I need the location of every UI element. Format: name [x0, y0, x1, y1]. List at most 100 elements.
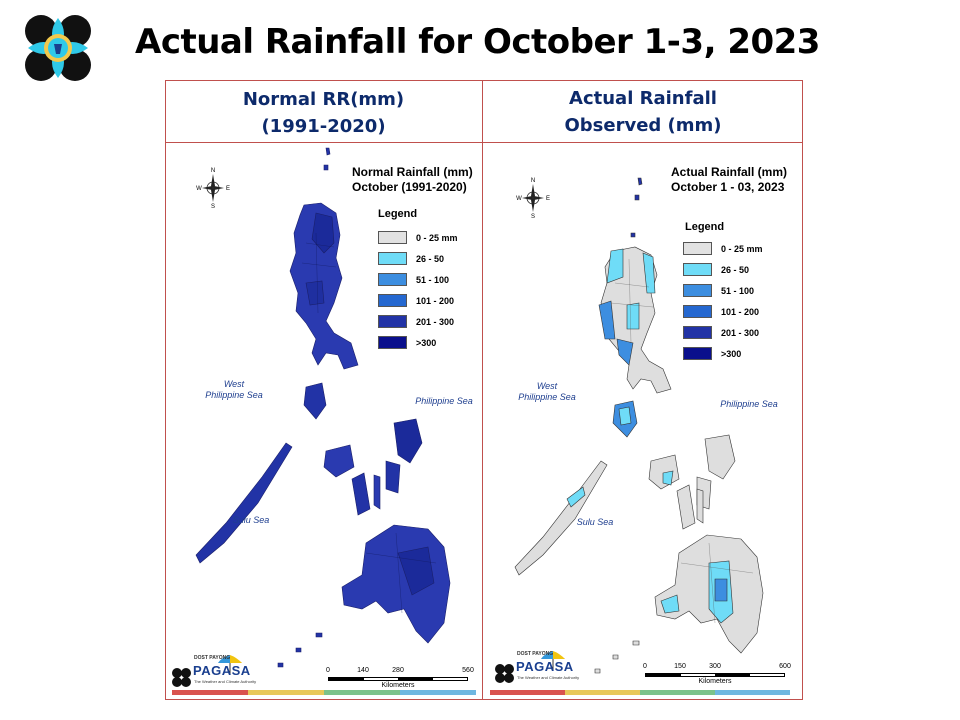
header-actual-line-1: Actual Rainfall [569, 88, 717, 109]
map-title-line-1: Normal Rainfall (mm) [352, 165, 473, 179]
legend-swatch [683, 305, 712, 318]
map-panel-actual: N W E S Actual Rainfall (mm) October 1 -… [483, 143, 802, 699]
stripe-segment [172, 690, 248, 695]
legend-label: 101 - 200 [721, 306, 760, 317]
stripe-segment [565, 690, 640, 695]
compass-s: S [211, 204, 215, 209]
philippines-map-actual [514, 177, 764, 674]
footer-tagline: The Weather and Climate Authority [194, 679, 257, 684]
legend-label: 201 - 300 [721, 327, 760, 338]
header-normal-rainfall: Normal RR(mm) (1991-2020) [165, 86, 482, 140]
legend-item: 26 - 50 [683, 262, 749, 277]
legend-swatch [378, 273, 407, 286]
legend-label: 201 - 300 [416, 316, 455, 327]
maps-frame [165, 80, 803, 700]
stripe-segment [490, 690, 565, 695]
sea-label-west: West Philippine Sea [194, 379, 274, 401]
legend-label: 0 - 25 mm [721, 243, 763, 254]
legend-swatch [378, 252, 407, 265]
legend-item: 26 - 50 [378, 251, 444, 266]
compass-e: E [546, 196, 550, 202]
pagasa-footer-logo-icon [495, 651, 565, 683]
sea-label-sulu: Sulu Sea [576, 517, 614, 527]
legend-label: >300 [416, 337, 437, 348]
scale-tick: 0 [326, 667, 330, 674]
scale-tick: 140 [357, 667, 369, 674]
header-normal-line-1: Normal RR(mm) [242, 89, 405, 110]
scale-unit: Kilometers [698, 678, 732, 685]
legend-title: Legend [378, 208, 418, 220]
map-title-line-2: October 1 - 03, 2023 [671, 180, 785, 194]
legend-swatch [378, 336, 407, 349]
legend-item: 201 - 300 [378, 314, 454, 329]
color-stripe-right [490, 690, 790, 695]
sea-label-west-line-2: Philippine Sea [518, 392, 576, 402]
frame-divider-vertical [482, 80, 483, 700]
legend-item: 51 - 100 [683, 283, 754, 298]
scale-bar: 0 140 280 560 Kilometers [326, 667, 478, 693]
compass-s: S [531, 214, 535, 219]
legend-item: 101 - 200 [683, 304, 759, 319]
sea-label-east: Philippine Sea [415, 396, 473, 406]
map-title-line-1: Actual Rainfall (mm) [671, 165, 788, 179]
legend-label: 26 - 50 [721, 264, 750, 275]
scale-tick: 150 [674, 663, 686, 670]
map-panel-normal: N W E S Normal Rainfall (mm) October (19… [166, 143, 482, 699]
sea-label-sulu: Sulu Sea [232, 515, 270, 525]
legend-label: >300 [721, 348, 742, 359]
footer-brand: PAGASA [516, 659, 574, 674]
sea-label-east: Philippine Sea [720, 399, 778, 409]
scale-ticks: 0 150 300 600 [643, 663, 795, 673]
compass-rose-icon: N W E S [196, 168, 230, 209]
header-actual-rainfall: Actual Rainfall Observed (mm) [483, 85, 803, 139]
map-title-normal: Normal Rainfall (mm) October (1991-2020) [352, 165, 473, 195]
scale-tick: 300 [709, 663, 721, 670]
legend-swatch [683, 242, 712, 255]
compass-e: E [226, 186, 230, 192]
sea-label-west-line-1: West [536, 381, 558, 391]
compass-rose-icon: N W E S [516, 178, 550, 219]
legend-swatch [683, 263, 712, 276]
legend-label: 0 - 25 mm [416, 232, 458, 243]
legend-swatch [378, 231, 407, 244]
header-actual-line-2: Observed (mm) [564, 115, 722, 136]
scale-bar-graphic [328, 677, 468, 681]
stripe-segment [400, 690, 476, 695]
color-stripe-left [172, 690, 476, 695]
landmass-normal [195, 147, 451, 668]
footer-brand-small: DOST PAYONG [194, 655, 231, 661]
stripe-segment [715, 690, 790, 695]
legend-item: 0 - 25 mm [683, 241, 763, 256]
legend-swatch [378, 315, 407, 328]
legend-swatch [378, 294, 407, 307]
legend-label: 51 - 100 [721, 285, 755, 296]
compass-w: W [196, 186, 202, 192]
stripe-segment [324, 690, 400, 695]
scale-bar: 0 150 300 600 Kilometers [643, 663, 795, 689]
legend-item: >300 [378, 335, 436, 350]
legend-swatch [683, 284, 712, 297]
pagasa-footer-logo-icon [172, 655, 242, 687]
header-normal-line-2: (1991-2020) [261, 116, 386, 137]
philippines-map-normal [195, 147, 451, 668]
scale-tick: 280 [392, 667, 404, 674]
scale-ticks: 0 140 280 560 [326, 667, 478, 677]
legend-item: 101 - 200 [378, 293, 454, 308]
scale-tick: 600 [779, 663, 791, 670]
footer-brand: PAGASA [193, 663, 251, 678]
scale-unit: Kilometers [381, 682, 415, 689]
pagasa-logo [25, 15, 91, 81]
compass-w: W [516, 196, 522, 202]
stripe-segment [640, 690, 715, 695]
legend-label: 26 - 50 [416, 253, 445, 264]
landmass-actual [514, 177, 764, 674]
legend-swatch [683, 326, 712, 339]
map-title-line-2: October (1991-2020) [352, 180, 467, 194]
legend-item: 0 - 25 mm [378, 230, 458, 245]
sea-label-west-line-2: Philippine Sea [205, 390, 263, 400]
legend-item: 51 - 100 [378, 272, 449, 287]
legend-item: >300 [683, 346, 741, 361]
legend-label: 51 - 100 [416, 274, 450, 285]
frame-divider-horizontal [165, 142, 803, 143]
footer-tagline: The Weather and Climate Authority [517, 675, 580, 680]
